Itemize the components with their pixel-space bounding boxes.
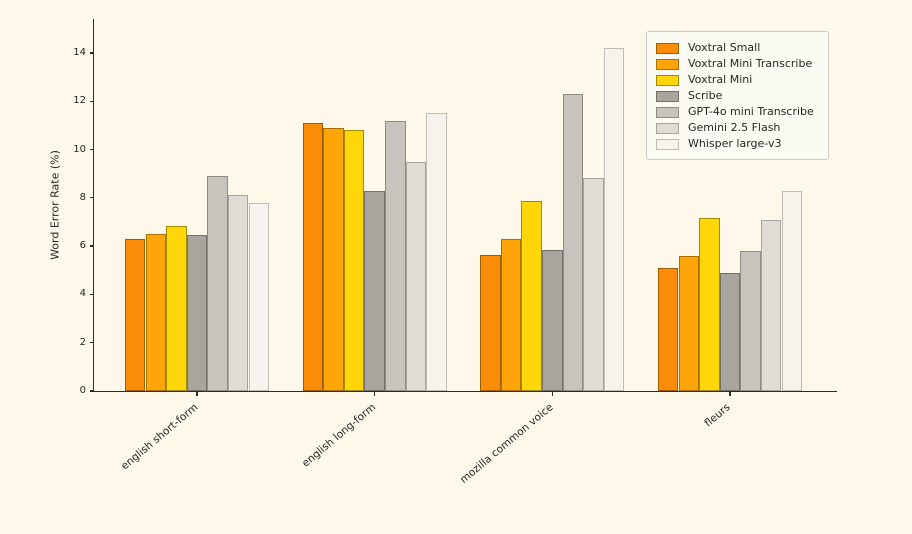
- bar-voxtral-small-group4: [657, 267, 679, 391]
- y-tick-mark: [90, 390, 94, 392]
- x-tick-label-english-short-form: english short-form: [118, 401, 201, 473]
- y-tick-label: 14: [73, 46, 86, 58]
- y-tick-mark: [90, 245, 94, 247]
- bar-scribe-group2: [364, 190, 385, 391]
- y-tick-label: 4: [79, 288, 86, 300]
- x-axis-spine: [92, 391, 837, 393]
- legend-item: Whisper large-v3: [656, 136, 819, 152]
- y-tick-label: 10: [73, 143, 86, 155]
- bar-whisper-large-v3-group2: [426, 113, 447, 391]
- legend-swatch-icon: [656, 138, 679, 150]
- bar-gemini-2-5-flash-group2: [405, 161, 427, 391]
- legend-label: Scribe: [688, 89, 723, 102]
- bar-scribe-group4: [719, 272, 741, 391]
- bar-scribe-group1: [186, 235, 208, 391]
- legend-item: Scribe: [656, 88, 819, 104]
- bar-whisper-large-v3-group3: [603, 48, 625, 391]
- x-tick-label-english-long-form: english long-form: [299, 401, 378, 470]
- bar-voxtral-small-group1: [124, 238, 146, 391]
- y-tick-label: 2: [79, 336, 86, 348]
- legend-item: GPT-4o mini Transcribe: [656, 104, 819, 120]
- legend-label: GPT-4o mini Transcribe: [688, 105, 814, 118]
- y-tick-mark: [90, 342, 94, 344]
- legend-label: Voxtral Small: [688, 41, 761, 54]
- bar-voxtral-mini-group1: [166, 225, 187, 391]
- y-tick-mark: [90, 148, 94, 151]
- x-tick-label-fleurs: fleurs: [702, 401, 734, 430]
- bar-whisper-large-v3-group1: [248, 202, 270, 391]
- legend-swatch-icon: [656, 106, 679, 118]
- y-tick-mark: [90, 100, 94, 102]
- bar-whisper-large-v3-group4: [781, 190, 803, 391]
- bar-voxtral-mini-transcribe-group2: [323, 127, 344, 391]
- x-tick-mark: [374, 391, 376, 396]
- y-tick-label: 12: [73, 95, 86, 107]
- y-tick-mark: [90, 293, 94, 296]
- y-tick-label: 8: [79, 191, 86, 203]
- y-tick-mark: [90, 197, 94, 199]
- bar-scribe-group3: [542, 249, 563, 391]
- bar-voxtral-mini-transcribe-group1: [145, 234, 167, 391]
- bar-gpt-4o-mini-transcribe-group3: [562, 93, 584, 391]
- bar-voxtral-mini-transcribe-group4: [678, 255, 700, 391]
- legend-label: Voxtral Mini Transcribe: [688, 57, 813, 70]
- legend-swatch-icon: [656, 58, 679, 70]
- y-tick-mark: [90, 52, 94, 54]
- legend-label: Gemini 2.5 Flash: [688, 121, 781, 134]
- bar-gemini-2-5-flash-group1: [227, 195, 249, 391]
- legend-label: Whisper large-v3: [688, 137, 782, 150]
- bar-gpt-4o-mini-transcribe-group1: [207, 176, 228, 391]
- bar-gemini-2-5-flash-group4: [760, 219, 782, 391]
- y-tick-label: 0: [79, 385, 86, 396]
- legend-swatch-icon: [656, 74, 679, 86]
- legend-item: Voxtral Mini: [656, 72, 819, 88]
- x-tick-mark: [551, 391, 553, 396]
- bar-gpt-4o-mini-transcribe-group4: [740, 250, 761, 391]
- bar-gpt-4o-mini-transcribe-group2: [385, 120, 406, 391]
- x-tick-mark: [729, 391, 731, 396]
- bar-voxtral-mini-group3: [521, 201, 542, 391]
- legend-item: Voxtral Mini Transcribe: [656, 56, 819, 72]
- legend-item: Gemini 2.5 Flash: [656, 120, 819, 136]
- bar-voxtral-mini-transcribe-group3: [500, 238, 522, 391]
- bar-voxtral-mini-group2: [343, 130, 365, 391]
- legend-label: Voxtral Mini: [688, 73, 753, 86]
- legend: Voxtral Small Voxtral Mini Transcribe Voxt…: [646, 31, 829, 160]
- bar-voxtral-mini-group4: [699, 218, 720, 391]
- bar-gemini-2-5-flash-group3: [583, 178, 604, 391]
- x-tick-label-mozilla-common-voice: mozilla common voice: [457, 401, 556, 486]
- legend-item: Voxtral Small: [656, 40, 819, 56]
- legend-swatch-icon: [656, 42, 679, 54]
- legend-swatch-icon: [656, 122, 679, 134]
- y-tick-label: 6: [79, 240, 86, 252]
- bar-voxtral-small-group3: [480, 254, 501, 391]
- bar-voxtral-small-group2: [302, 122, 324, 391]
- legend-swatch-icon: [656, 90, 679, 102]
- x-tick-mark: [196, 391, 198, 396]
- y-axis-spine: [92, 19, 94, 393]
